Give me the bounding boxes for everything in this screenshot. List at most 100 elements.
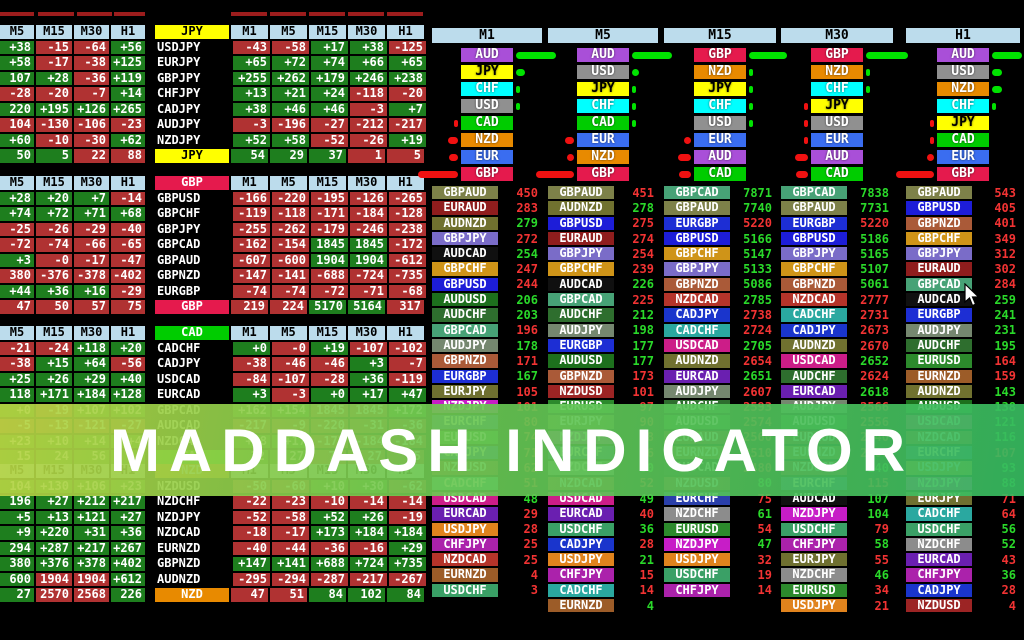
currency-badge-aud[interactable]: AUD [811, 150, 863, 164]
currency-badge-eur[interactable]: EUR [937, 150, 989, 164]
ranked-pair-row[interactable]: GBPCAD 7871 [664, 186, 776, 200]
currency-badge-usd[interactable]: USD [461, 99, 513, 113]
ranked-pair-row[interactable]: CADJPY 28 [906, 583, 1020, 597]
ranked-pair-row[interactable]: NZDUSD 4 [906, 599, 1020, 613]
currency-badge-eur[interactable]: EUR [577, 133, 629, 147]
currency-badge-jpy[interactable]: JPY [937, 116, 989, 130]
ranked-pair-row[interactable]: EURCAD 2651 [664, 369, 776, 383]
pair-name-cell[interactable]: NZDJPY [155, 510, 231, 524]
ranked-pair-row[interactable]: EURJPY 105 [432, 385, 542, 399]
pair-name-cell[interactable]: GBPAUD [155, 253, 231, 267]
ranked-pair-row[interactable]: GBPJPY 312 [906, 247, 1020, 261]
ranked-pair-row[interactable]: NZDCHF 46 [781, 568, 893, 582]
currency-badge-usd[interactable]: USD [937, 65, 989, 79]
ranked-pair-row[interactable]: EURAUD 302 [906, 262, 1020, 276]
ranked-pair-row[interactable]: EURGBP 5220 [664, 216, 776, 230]
ranked-pair-row[interactable]: EURNZD 4 [432, 568, 542, 582]
pair-name-cell[interactable]: CADJPY [155, 102, 231, 116]
ranked-pair-row[interactable]: AUDCAD 259 [906, 293, 1020, 307]
ranked-pair-row[interactable]: AUDJPY 2607 [664, 385, 776, 399]
pair-name-cell[interactable]: EURJPY [155, 56, 231, 70]
ranked-pair-row[interactable]: EURCAD 43 [906, 553, 1020, 567]
pair-name-cell[interactable]: GBPJPY [155, 222, 231, 236]
currency-badge-gbp[interactable]: GBP [461, 167, 513, 181]
ranked-pair-row[interactable]: AUDNZD 278 [548, 201, 658, 215]
ranked-pair-row[interactable]: GBPUSD 275 [548, 216, 658, 230]
currency-badge-usd[interactable]: USD [577, 65, 629, 79]
ranked-pair-row[interactable]: GBPNZD 171 [432, 354, 542, 368]
ranked-pair-row[interactable]: EURUSD 54 [664, 522, 776, 536]
ranked-pair-row[interactable]: USDJPY 21 [781, 599, 893, 613]
ranked-pair-row[interactable]: GBPAUD 451 [548, 186, 658, 200]
pair-name-cell[interactable]: USDJPY [155, 40, 231, 54]
ranked-pair-row[interactable]: AUDUSD 206 [432, 293, 542, 307]
currency-badge-jpy[interactable]: JPY [811, 99, 863, 113]
ranked-pair-row[interactable]: EURCAD 40 [548, 507, 658, 521]
currency-badge-chf[interactable]: CHF [577, 99, 629, 113]
pair-name-cell[interactable]: GBPNZD [155, 269, 231, 283]
ranked-pair-row[interactable]: EURAUD 283 [432, 201, 542, 215]
ranked-pair-row[interactable]: CADCHF 14 [548, 583, 658, 597]
pair-name-cell[interactable]: GBPCHF [155, 207, 231, 221]
pair-name-cell[interactable]: USDCAD [155, 372, 231, 386]
ranked-pair-row[interactable]: AUDCHF 203 [432, 308, 542, 322]
ranked-pair-row[interactable]: AUDCHF 195 [906, 339, 1020, 353]
ranked-pair-row[interactable]: GBPCAD 284 [906, 277, 1020, 291]
ranked-pair-row[interactable]: CHFJPY 25 [432, 537, 542, 551]
currency-badge-cad[interactable]: CAD [461, 116, 513, 130]
currency-badge-jpy[interactable]: JPY [694, 82, 746, 96]
ranked-pair-row[interactable]: AUDUSD 177 [548, 354, 658, 368]
ranked-pair-row[interactable]: AUDNZD 2670 [781, 339, 893, 353]
ranked-pair-row[interactable]: GBPUSD 405 [906, 201, 1020, 215]
currency-badge-gbp[interactable]: GBP [937, 167, 989, 181]
ranked-pair-row[interactable]: CADJPY 28 [548, 537, 658, 551]
ranked-pair-row[interactable]: GBPCAD 7838 [781, 186, 893, 200]
currency-badge-gbp[interactable]: GBP [577, 167, 629, 181]
ranked-pair-row[interactable]: GBPCHF 239 [548, 262, 658, 276]
ranked-pair-row[interactable]: USDCHF 36 [548, 522, 658, 536]
pair-name-cell[interactable]: EURGBP [155, 284, 231, 298]
currency-badge-jpy[interactable]: JPY [461, 65, 513, 79]
currency-badge-nzd[interactable]: NZD [694, 65, 746, 79]
ranked-pair-row[interactable]: USDJPY 21 [548, 553, 658, 567]
currency-badge-cad[interactable]: CAD [811, 167, 863, 181]
pair-name-cell[interactable]: CHFJPY [155, 87, 231, 101]
currency-badge-nzd[interactable]: NZD [577, 150, 629, 164]
pair-name-cell[interactable]: CADCHF [155, 341, 231, 355]
ranked-pair-row[interactable]: GBPUSD 244 [432, 277, 542, 291]
ranked-pair-row[interactable]: NZDCAD 2777 [781, 293, 893, 307]
ranked-pair-row[interactable]: USDJPY 28 [432, 522, 542, 536]
ranked-pair-row[interactable]: GBPNZD 173 [548, 369, 658, 383]
pair-name-cell[interactable]: GBPJPY [155, 71, 231, 85]
ranked-pair-row[interactable]: USDJPY 32 [664, 553, 776, 567]
ranked-pair-row[interactable]: AUDJPY 231 [906, 323, 1020, 337]
ranked-pair-row[interactable]: USDCHF 3 [432, 583, 542, 597]
ranked-pair-row[interactable]: GBPAUD 450 [432, 186, 542, 200]
ranked-pair-row[interactable]: GBPAUD 7731 [781, 201, 893, 215]
ranked-pair-row[interactable]: GBPNZD 5061 [781, 277, 893, 291]
ranked-pair-row[interactable]: EURAUD 274 [548, 232, 658, 246]
ranked-pair-row[interactable]: EURGBP 241 [906, 308, 1020, 322]
ranked-pair-row[interactable]: CADJPY 2738 [664, 308, 776, 322]
ranked-pair-row[interactable]: GBPJPY 272 [432, 232, 542, 246]
ranked-pair-row[interactable]: GBPCHF 247 [432, 262, 542, 276]
ranked-pair-row[interactable]: AUDCAD 226 [548, 277, 658, 291]
ranked-pair-row[interactable]: CHFJPY 58 [781, 537, 893, 551]
pair-name-cell[interactable]: EURNZD [155, 541, 231, 555]
ranked-pair-row[interactable]: GBPJPY 5165 [781, 247, 893, 261]
currency-badge-eur[interactable]: EUR [694, 133, 746, 147]
pair-name-cell[interactable]: NZDCHF [155, 495, 231, 509]
currency-badge-nzd[interactable]: NZD [461, 133, 513, 147]
ranked-pair-row[interactable]: EURUSD 164 [906, 354, 1020, 368]
ranked-pair-row[interactable]: EURCAD 2618 [781, 385, 893, 399]
ranked-pair-row[interactable]: NZDCHF 61 [664, 507, 776, 521]
ranked-pair-row[interactable]: AUDCAD 254 [432, 247, 542, 261]
currency-badge-cad[interactable]: CAD [694, 167, 746, 181]
pair-name-cell[interactable]: CADJPY [155, 357, 231, 371]
ranked-pair-row[interactable]: GBPAUD 543 [906, 186, 1020, 200]
ranked-pair-row[interactable]: NZDCHF 52 [906, 537, 1020, 551]
ranked-pair-row[interactable]: EURNZD 4 [548, 599, 658, 613]
currency-badge-nzd[interactable]: NZD [937, 82, 989, 96]
ranked-pair-row[interactable]: AUDJPY 178 [432, 339, 542, 353]
ranked-pair-row[interactable]: GBPJPY 254 [548, 247, 658, 261]
